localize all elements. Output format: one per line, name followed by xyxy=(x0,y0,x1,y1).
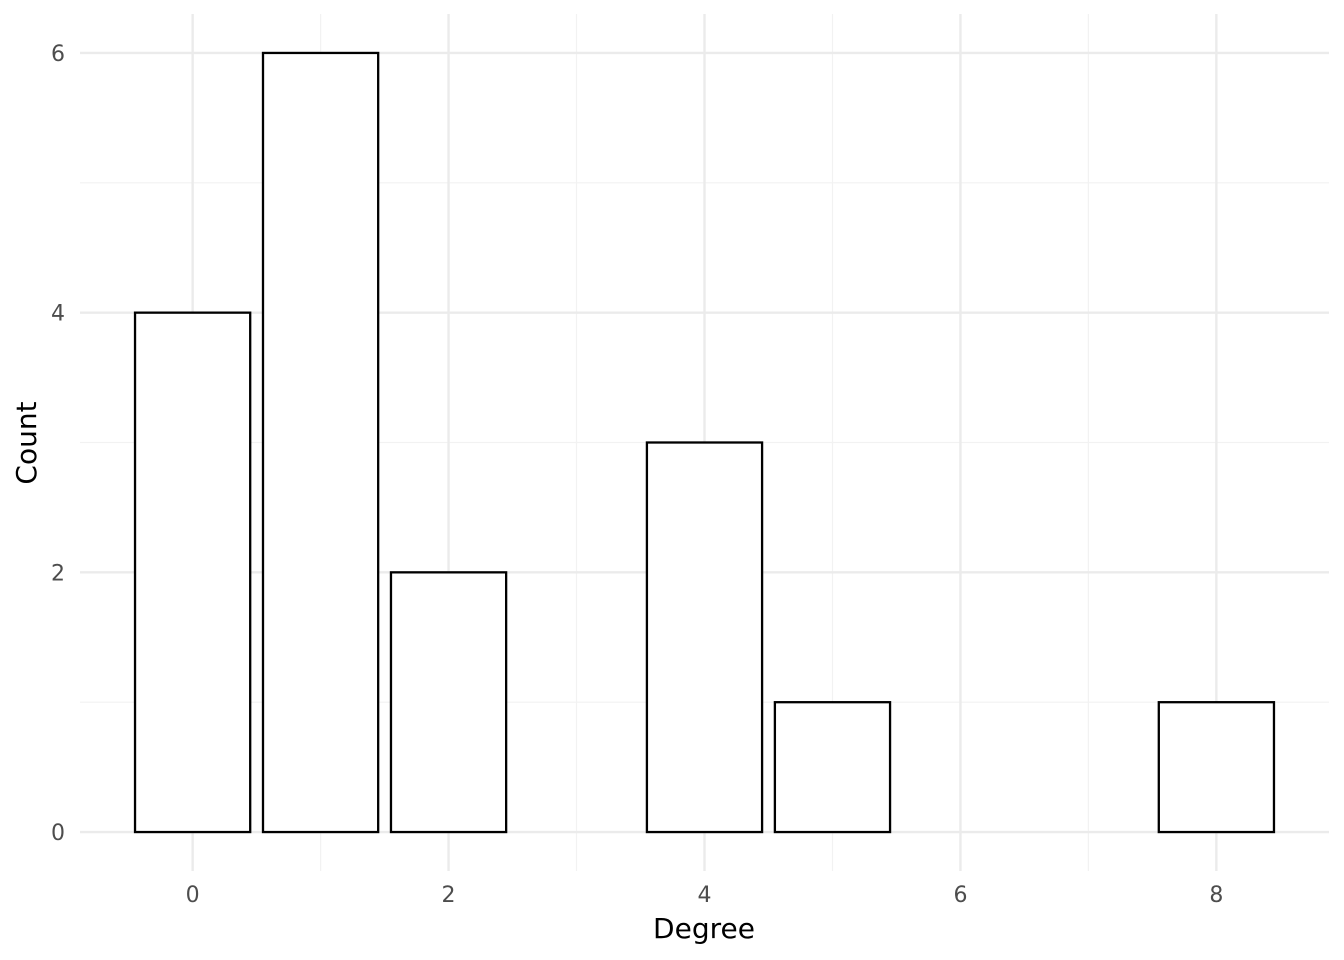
x-tick-label: 6 xyxy=(953,883,967,908)
x-axis-title: Degree xyxy=(653,912,755,945)
bar-degree-4 xyxy=(645,441,764,834)
bars xyxy=(133,51,1276,834)
bar-degree-5 xyxy=(773,701,892,834)
y-tick-label: 0 xyxy=(51,821,65,846)
bar-degree-2 xyxy=(389,571,508,834)
y-tick-label: 4 xyxy=(51,302,65,327)
bar-degree-1 xyxy=(261,51,380,834)
y-tick-label: 2 xyxy=(51,561,65,586)
x-axis-tick-labels: 0 2 4 6 8 xyxy=(186,883,1224,908)
y-axis-tick-labels: 0 2 4 6 xyxy=(51,42,65,846)
y-axis-title: Count xyxy=(10,401,43,484)
x-tick-label: 4 xyxy=(698,883,712,908)
bar-degree-8 xyxy=(1157,701,1276,834)
x-tick-label: 2 xyxy=(442,883,456,908)
x-tick-label: 8 xyxy=(1209,883,1223,908)
x-tick-label: 0 xyxy=(186,883,200,908)
bar-degree-0 xyxy=(133,311,252,834)
y-tick-label: 6 xyxy=(51,42,65,67)
